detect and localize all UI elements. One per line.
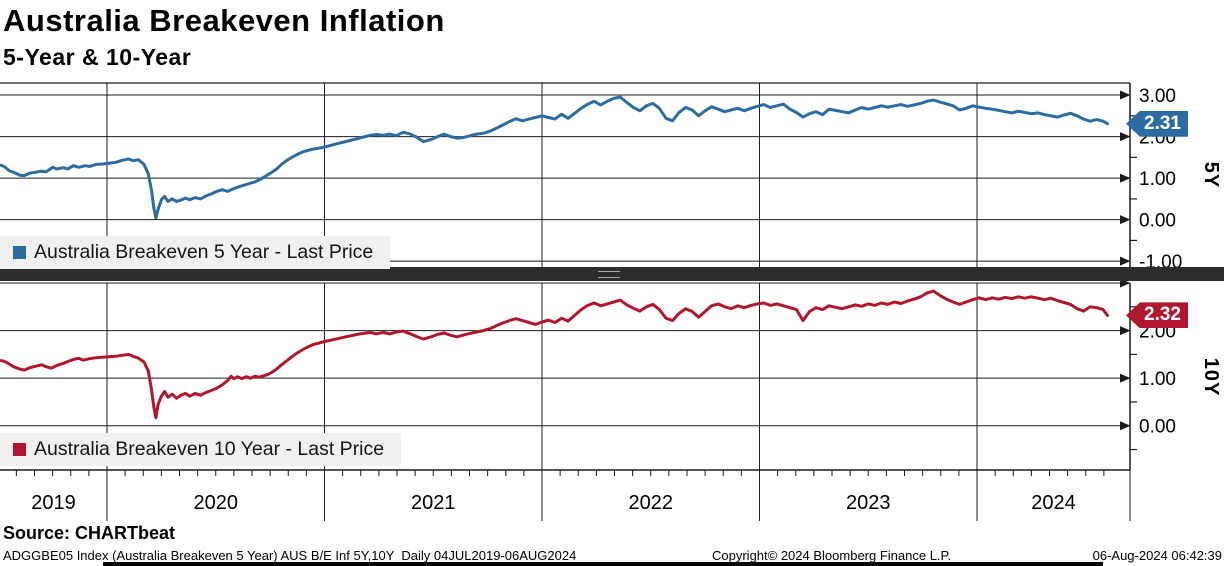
page-title: Australia Breakeven Inflation — [3, 3, 445, 38]
price-tag-5y-value: 2.31 — [1144, 112, 1181, 134]
axis-title-5y: 5Y — [1200, 161, 1222, 189]
page-subtitle: 5-Year & 10-Year — [3, 44, 192, 70]
tick-arrow-icon — [1120, 421, 1131, 431]
tick-arrow-icon — [1120, 215, 1131, 225]
bottom-bar — [103, 562, 1103, 566]
y-tick-label: 1.00 — [1139, 369, 1176, 390]
footer-description: ADGGBE05 Index (Australia Breakeven 5 Ye… — [3, 548, 577, 563]
price-tag-10y[interactable]: 2.32 — [1126, 302, 1188, 329]
tick-arrow-icon — [1120, 132, 1131, 142]
legend-10y[interactable]: Australia Breakeven 10 Year - Last Price — [0, 433, 402, 466]
legend-label-10y: Australia Breakeven 10 Year - Last Price — [34, 438, 385, 460]
footer-timestamp: 06-Aug-2024 06:42:39 — [1092, 548, 1222, 563]
x-year-label: 2019 — [31, 492, 76, 514]
tick-arrow-icon — [1120, 373, 1131, 383]
tick-arrow-icon — [1120, 173, 1131, 183]
tick-arrow-icon — [1120, 90, 1131, 100]
y-tick-label: 3.00 — [1139, 86, 1176, 107]
source-label: Source: CHARTbeat — [3, 523, 176, 543]
y-tick-label: 0.00 — [1139, 417, 1176, 438]
x-year-label: 2023 — [846, 492, 891, 514]
x-year-label: 2024 — [1031, 492, 1076, 514]
legend-swatch-5y-icon — [13, 246, 26, 259]
x-year-label: 2020 — [194, 492, 239, 514]
x-year-label: 2022 — [629, 492, 674, 514]
series-line-5y — [0, 95, 1109, 220]
x-year-label: 2021 — [411, 492, 456, 514]
separator-grip-icon[interactable] — [598, 270, 620, 278]
axis-title-10y: 10Y — [1200, 357, 1222, 396]
price-tag-10y-value: 2.32 — [1144, 304, 1181, 326]
price-tag-5y[interactable]: 2.31 — [1126, 110, 1188, 137]
footer-copyright: Copyright© 2024 Bloomberg Finance L.P. — [712, 548, 952, 563]
legend-5y[interactable]: Australia Breakeven 5 Year - Last Price — [0, 236, 391, 269]
y-tick-label: 1.00 — [1139, 169, 1176, 190]
tick-arrow-icon — [1120, 326, 1131, 336]
series-line-10y — [0, 289, 1109, 420]
panel-separator[interactable] — [0, 267, 1224, 281]
tick-arrow-icon — [1120, 256, 1131, 266]
legend-swatch-10y-icon — [13, 443, 26, 456]
legend-label-5y: Australia Breakeven 5 Year - Last Price — [34, 241, 374, 263]
y-tick-label: 0.00 — [1139, 211, 1176, 232]
